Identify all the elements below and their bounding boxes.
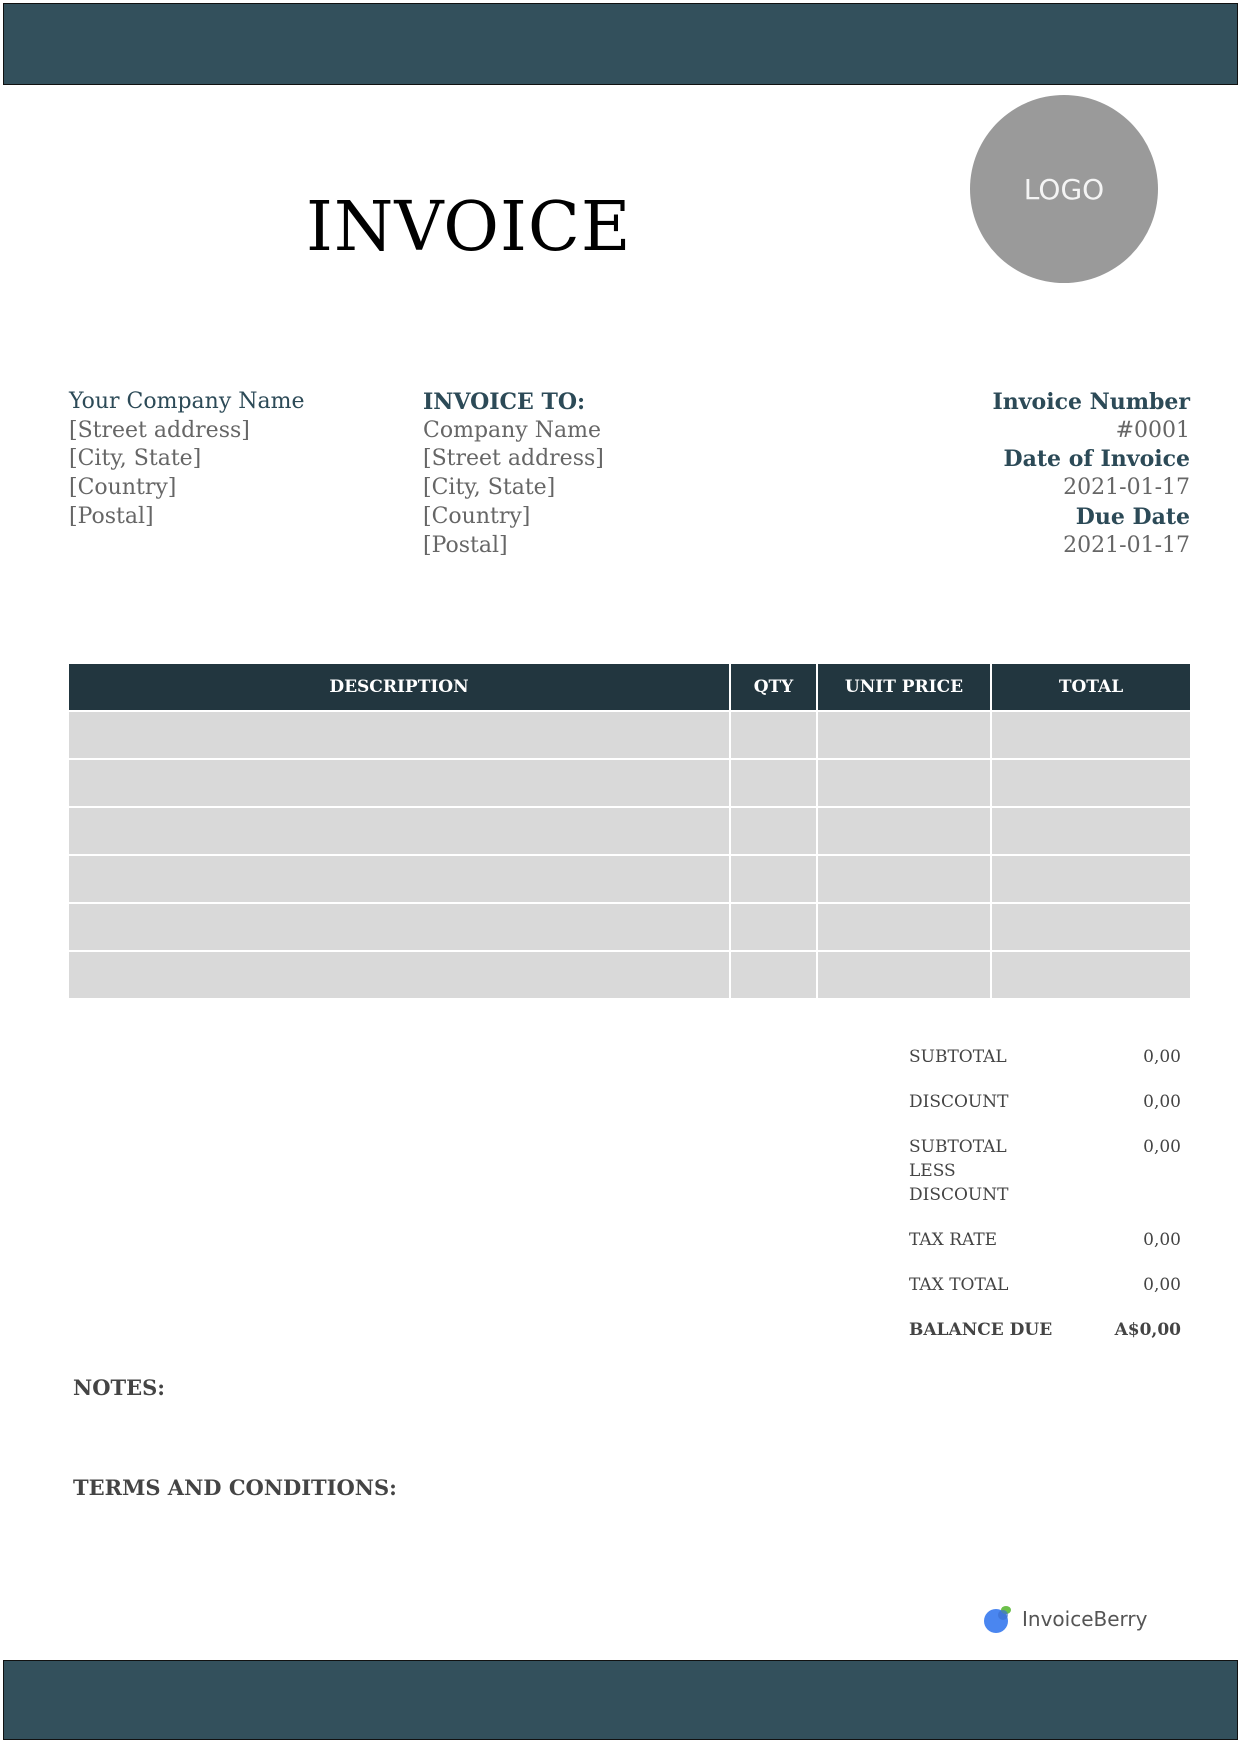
cell-description[interactable] [69, 710, 731, 760]
cell-qty[interactable] [730, 710, 818, 760]
subtotal-less-discount-value: 0,00 [1143, 1137, 1181, 1157]
balance-due-value: A$0,00 [1114, 1320, 1181, 1340]
cell-qty[interactable] [730, 758, 818, 808]
invoice-number: #0001 [1115, 417, 1190, 443]
cell-description[interactable] [69, 854, 731, 904]
recipient-street: [Street address] [423, 446, 604, 472]
sender-city: [City, State] [69, 446, 202, 472]
brand-footer: InvoiceBerry [982, 1604, 1147, 1634]
tax-rate-row: TAX RATE 0,00 [909, 1228, 1181, 1252]
cell-unit-price[interactable] [817, 806, 992, 856]
cell-unit-price[interactable] [817, 950, 992, 1000]
berry-icon [984, 1606, 1011, 1633]
logo-text: LOGO [1023, 172, 1105, 206]
brand-name: InvoiceBerry [1022, 1607, 1148, 1631]
recipient-postal: [Postal] [423, 532, 508, 558]
invoice-meta: Invoice Number #0001 Date of Invoice 202… [992, 388, 1190, 560]
col-description: DESCRIPTION [69, 664, 731, 711]
invoice-number-label: Invoice Number [992, 389, 1190, 415]
cell-total[interactable] [991, 854, 1190, 904]
table-row [69, 710, 1190, 760]
sender-postal: [Postal] [69, 503, 154, 529]
col-unit-price: UNIT PRICE [817, 664, 992, 711]
tax-rate-label: TAX RATE [909, 1230, 998, 1250]
cell-total[interactable] [991, 806, 1190, 856]
tax-total-label: TAX TOTAL [909, 1275, 1009, 1295]
tax-rate-value: 0,00 [1143, 1230, 1181, 1250]
recipient-city: [City, State] [423, 475, 556, 501]
recipient-heading: INVOICE TO: [423, 389, 586, 415]
due-date-label: Due Date [1075, 503, 1190, 530]
discount-value: 0,00 [1143, 1092, 1181, 1112]
subtotal-less-discount-row: SUBTOTAL LESS DISCOUNT 0,00 [909, 1135, 1181, 1207]
cell-qty[interactable] [730, 806, 818, 856]
discount-label: DISCOUNT [909, 1092, 1009, 1112]
cell-unit-price[interactable] [817, 854, 992, 904]
cell-description[interactable] [69, 950, 731, 1000]
page-title: INVOICE [306, 188, 632, 267]
cell-description[interactable] [69, 806, 731, 856]
notes-label: NOTES: [73, 1375, 166, 1400]
sender-name: Your Company Name [69, 389, 305, 414]
recipient-block: INVOICE TO: Company Name [Street address… [423, 388, 604, 560]
tax-total-row: TAX TOTAL 0,00 [909, 1273, 1181, 1297]
balance-due-label: BALANCE DUE [909, 1320, 1053, 1340]
sender-block: Your Company Name [Street address] [City… [69, 388, 305, 532]
col-qty: QTY [730, 664, 818, 711]
logo-placeholder: LOGO [970, 95, 1158, 283]
table-row [69, 950, 1190, 1000]
footer-bar [3, 1660, 1238, 1740]
cell-unit-price[interactable] [817, 902, 992, 952]
subtotal-less-discount-label: SUBTOTAL LESS DISCOUNT [909, 1137, 1009, 1205]
subtotal-label: SUBTOTAL [909, 1047, 1007, 1067]
cell-total[interactable] [991, 902, 1190, 952]
subtotal-row: SUBTOTAL 0,00 [909, 1045, 1181, 1069]
line-items-table: DESCRIPTION QTY UNIT PRICE TOTAL [69, 664, 1190, 1000]
col-total: TOTAL [991, 664, 1190, 711]
discount-row: DISCOUNT 0,00 [909, 1090, 1181, 1114]
invoice-date-label: Date of Invoice [1003, 446, 1190, 473]
cell-qty[interactable] [730, 902, 818, 952]
sender-street: [Street address] [69, 417, 250, 443]
recipient-country: [Country] [423, 503, 531, 529]
due-date: 2021-01-17 [1063, 532, 1190, 558]
cell-total[interactable] [991, 710, 1190, 760]
table-row [69, 854, 1190, 904]
recipient-company: Company Name [423, 417, 601, 443]
sender-country: [Country] [69, 475, 177, 501]
header-bar [3, 3, 1238, 85]
cell-total[interactable] [991, 950, 1190, 1000]
terms-label: TERMS AND CONDITIONS: [73, 1475, 397, 1500]
cell-total[interactable] [991, 758, 1190, 808]
table-row [69, 758, 1190, 808]
cell-unit-price[interactable] [817, 758, 992, 808]
invoice-date: 2021-01-17 [1063, 475, 1190, 501]
cell-qty[interactable] [730, 854, 818, 904]
balance-due-row: BALANCE DUE A$0,00 [909, 1318, 1181, 1342]
table-row [69, 902, 1190, 952]
cell-unit-price[interactable] [817, 710, 992, 760]
tax-total-value: 0,00 [1143, 1275, 1181, 1295]
cell-description[interactable] [69, 902, 731, 952]
subtotal-value: 0,00 [1143, 1047, 1181, 1067]
cell-qty[interactable] [730, 950, 818, 1000]
cell-description[interactable] [69, 758, 731, 808]
table-row [69, 806, 1190, 856]
